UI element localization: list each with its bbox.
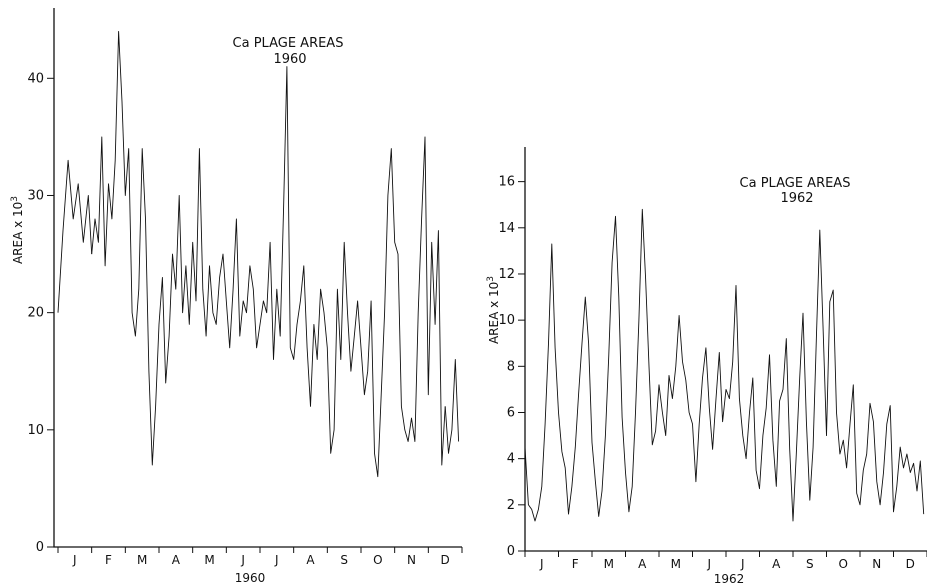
y-tick-label: 10 xyxy=(27,423,44,438)
chart-title: Ca PLAGE AREAS xyxy=(233,36,344,51)
y-axis-title-text: AREA x 10 xyxy=(11,202,25,264)
series-line xyxy=(91,30,446,478)
chart-subtitle: 1960 xyxy=(273,52,306,67)
month-tick-label: F xyxy=(572,557,579,571)
month-tick-label: J xyxy=(274,553,279,567)
chart-panel-1960: Ca PLAGE AREAS 1960 AREA x 103 1960 0 10 2… xyxy=(10,8,463,585)
month-tick-label: J xyxy=(740,557,745,571)
month-tick-label: S xyxy=(340,553,348,567)
month-tick-label: O xyxy=(839,557,848,571)
series-line xyxy=(444,359,460,454)
y-tick-label: 4 xyxy=(507,452,515,467)
y-axis-ticks: 0 10 20 30 40 xyxy=(27,71,54,555)
axes-frame xyxy=(524,147,927,552)
month-tick-label: A xyxy=(638,557,647,571)
x-axis-title: 1960 xyxy=(235,571,266,585)
y-tick-label: 2 xyxy=(507,498,515,513)
month-tick-label: J xyxy=(240,553,245,567)
y-axis-title-superscript: 3 xyxy=(10,196,20,202)
y-tick-label: 16 xyxy=(498,175,515,190)
month-tick-label: M xyxy=(137,553,147,567)
y-tick-label: 40 xyxy=(27,71,44,86)
chart-title: Ca PLAGE AREAS xyxy=(740,176,851,191)
series-line xyxy=(524,208,925,522)
y-tick-label: 0 xyxy=(36,540,44,555)
month-tick-label: S xyxy=(806,557,814,571)
month-tick-label: N xyxy=(407,553,416,567)
y-tick-label: 30 xyxy=(27,188,44,203)
y-tick-label: 6 xyxy=(507,405,515,420)
month-tick-label: M xyxy=(671,557,681,571)
month-tick-label: N xyxy=(872,557,881,571)
y-axis-ticks: 0 2 4 6 8 10 12 14 16 xyxy=(498,175,525,559)
month-tick-label: M xyxy=(204,553,214,567)
month-tick-label: A xyxy=(772,557,781,571)
y-tick-label: 0 xyxy=(507,544,515,559)
chart-subtitle: 1962 xyxy=(780,191,813,206)
month-tick-label: A xyxy=(172,553,181,567)
y-axis-title: AREA x 103 xyxy=(10,196,25,264)
month-tick-label: M xyxy=(604,557,614,571)
y-tick-label: 8 xyxy=(507,359,515,374)
month-tick-label: D xyxy=(441,553,450,567)
y-tick-label: 14 xyxy=(498,221,515,236)
y-tick-label: 12 xyxy=(498,267,515,282)
y-axis-title: AREA x 103 xyxy=(486,276,501,344)
chart-panel-1962: Ca PLAGE AREAS 1962 AREA x 103 1962 0 2 4 6… xyxy=(486,147,927,586)
y-tick-label: 20 xyxy=(27,306,44,321)
y-axis-title-superscript: 3 xyxy=(486,276,496,282)
month-tick-label: D xyxy=(906,557,915,571)
month-tick-label: J xyxy=(72,553,77,567)
month-tick-label: A xyxy=(306,553,315,567)
month-tick-label: F xyxy=(105,553,112,567)
series-line xyxy=(57,159,93,313)
axes-frame xyxy=(53,8,462,548)
x-axis-title: 1962 xyxy=(714,572,745,586)
y-tick-label: 10 xyxy=(498,313,515,328)
data-series xyxy=(57,30,460,478)
month-tick-label: O xyxy=(373,553,382,567)
month-tick-label: J xyxy=(706,557,711,571)
y-axis-title-text: AREA x 10 xyxy=(487,282,501,344)
month-tick-label: J xyxy=(539,557,544,571)
data-series xyxy=(524,208,925,522)
